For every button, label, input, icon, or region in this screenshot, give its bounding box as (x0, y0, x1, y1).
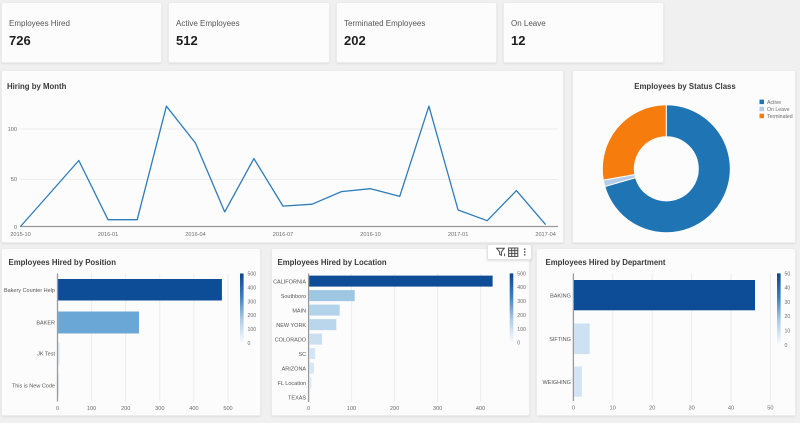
svg-text:100: 100 (517, 327, 526, 333)
svg-text:ARIZONA: ARIZONA (282, 366, 307, 372)
svg-text:10: 10 (785, 329, 791, 335)
svg-text:50: 50 (11, 177, 17, 183)
svg-text:20: 20 (785, 314, 791, 320)
svg-text:On Leave: On Leave (767, 107, 790, 113)
svg-text:40: 40 (728, 406, 734, 412)
svg-text:100: 100 (248, 327, 257, 333)
svg-text:100: 100 (8, 127, 17, 133)
svg-text:10: 10 (610, 406, 616, 412)
svg-text:0: 0 (517, 341, 520, 347)
svg-text:JK Test: JK Test (37, 352, 55, 358)
svg-text:300: 300 (155, 406, 164, 412)
svg-text:0: 0 (248, 341, 251, 347)
svg-text:500: 500 (223, 406, 232, 412)
svg-text:FL Location: FL Location (278, 381, 307, 387)
svg-text:100: 100 (347, 406, 356, 412)
svg-text:2016-04: 2016-04 (185, 232, 206, 238)
svg-text:500: 500 (248, 272, 257, 278)
svg-text:SC: SC (298, 352, 306, 358)
svg-text:Active: Active (767, 100, 781, 106)
svg-text:300: 300 (517, 299, 526, 305)
svg-text:TEXAS: TEXAS (288, 395, 306, 401)
svg-text:0: 0 (56, 406, 59, 412)
svg-text:30: 30 (688, 406, 694, 412)
svg-text:0: 0 (572, 406, 575, 412)
svg-text:50: 50 (767, 406, 773, 412)
svg-text:NEW YORK: NEW YORK (276, 323, 306, 329)
svg-text:30: 30 (785, 300, 791, 306)
svg-text:40: 40 (785, 286, 791, 292)
svg-text:2017-04: 2017-04 (535, 232, 556, 238)
svg-text:MAIN: MAIN (292, 308, 306, 314)
svg-text:Terminated: Terminated (767, 114, 793, 120)
svg-text:200: 200 (517, 313, 526, 319)
svg-text:400: 400 (517, 285, 526, 291)
svg-text:This is New Code: This is New Code (12, 384, 55, 390)
svg-text:2016-10: 2016-10 (360, 232, 381, 238)
svg-text:300: 300 (248, 299, 257, 305)
svg-text:BAKING: BAKING (550, 293, 571, 299)
svg-text:200: 200 (121, 406, 130, 412)
svg-text:200: 200 (390, 406, 399, 412)
svg-text:Bakery Counter Help: Bakery Counter Help (4, 288, 55, 294)
svg-text:0: 0 (14, 225, 17, 231)
svg-text:400: 400 (189, 406, 198, 412)
svg-text:400: 400 (476, 406, 485, 412)
svg-text:WEIGHING: WEIGHING (542, 380, 570, 386)
svg-text:50: 50 (785, 271, 791, 277)
svg-text:100: 100 (87, 406, 96, 412)
svg-text:Southboro: Southboro (281, 294, 306, 300)
svg-text:200: 200 (248, 313, 257, 319)
svg-text:400: 400 (248, 285, 257, 291)
svg-text:0: 0 (307, 406, 310, 412)
svg-text:2016-01: 2016-01 (98, 232, 119, 238)
svg-text:20: 20 (649, 406, 655, 412)
svg-text:SIFTING: SIFTING (549, 337, 571, 343)
svg-text:COLORADO: COLORADO (275, 337, 307, 343)
svg-text:500: 500 (517, 271, 526, 277)
svg-text:2016-07: 2016-07 (273, 232, 294, 238)
svg-text:2015-10: 2015-10 (10, 232, 31, 238)
svg-text:BAKER: BAKER (36, 321, 55, 327)
svg-text:0: 0 (785, 343, 788, 349)
svg-text:CALIFORNIA: CALIFORNIA (273, 279, 306, 285)
svg-text:300: 300 (433, 406, 442, 412)
svg-text:2017-01: 2017-01 (448, 232, 469, 238)
